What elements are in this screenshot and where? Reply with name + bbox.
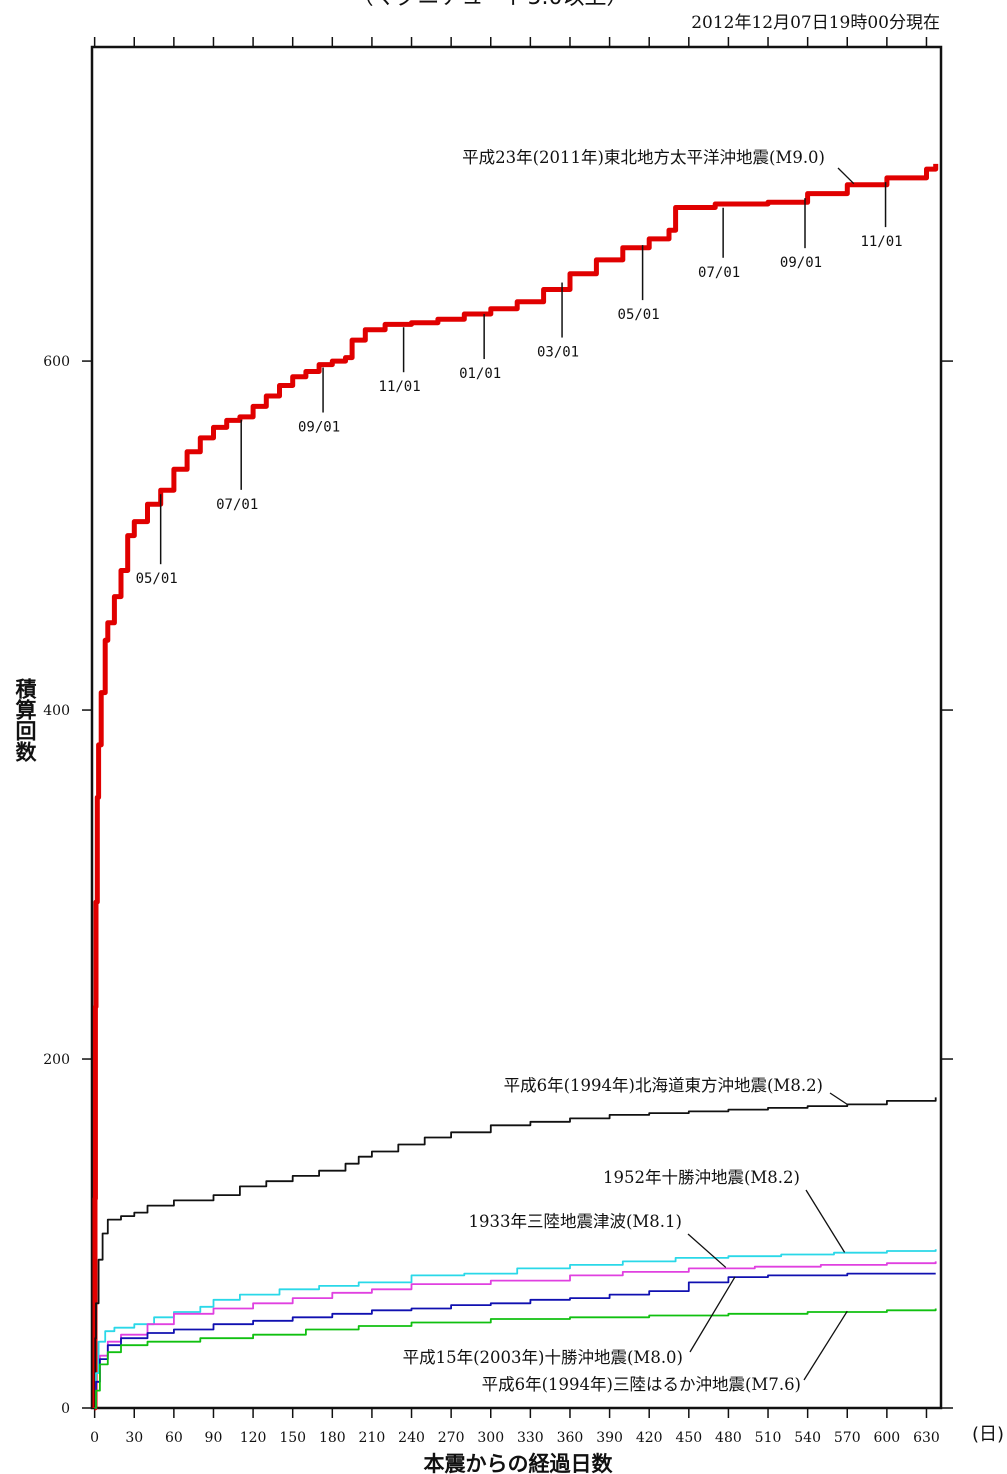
x-tick-label: 30 bbox=[125, 1430, 143, 1446]
x-tick-label: 180 bbox=[319, 1430, 346, 1446]
series-line-3 bbox=[94, 1261, 937, 1409]
x-tick-label: 630 bbox=[913, 1430, 940, 1446]
x-tick-label: 330 bbox=[517, 1430, 544, 1446]
x-tick-label: 120 bbox=[240, 1430, 267, 1446]
legend-label: 平成6年(1994年)北海道東方沖地震(M8.2) bbox=[504, 1076, 823, 1095]
x-axis-unit: (日) bbox=[972, 1424, 1004, 1445]
date-label: 03/01 bbox=[537, 345, 579, 361]
legend-leader bbox=[829, 1092, 848, 1105]
date-label: 09/01 bbox=[298, 420, 340, 436]
legend-leaders bbox=[687, 167, 855, 1381]
series-line-2 bbox=[94, 1249, 937, 1409]
y-tick-label: 400 bbox=[43, 703, 70, 719]
legend-leader bbox=[689, 1276, 736, 1353]
date-annotations: 05/01 07/01 09/01 11/01 01/01 03/01 05/01 07/01… bbox=[136, 182, 903, 587]
plot-frame bbox=[90, 45, 943, 1410]
x-tick-label: 210 bbox=[359, 1430, 386, 1446]
date-label: 11/01 bbox=[860, 234, 902, 250]
legend-label: 平成23年(2011年)東北地方太平洋沖地震(M9.0) bbox=[462, 148, 825, 167]
legend-label: 平成15年(2003年)十勝沖地震(M8.0) bbox=[403, 1348, 683, 1367]
x-tick-label: 60 bbox=[165, 1430, 183, 1446]
timestamp: 2012年12月07日19時00分現在 bbox=[691, 13, 940, 33]
x-tick-label: 480 bbox=[715, 1430, 742, 1446]
x-tick-label: 570 bbox=[834, 1430, 861, 1446]
legend-leader bbox=[687, 1233, 727, 1268]
legend-label: 1952年十勝沖地震(M8.2) bbox=[603, 1168, 800, 1187]
x-tick-label: 90 bbox=[205, 1430, 223, 1446]
x-tick-label: 510 bbox=[755, 1430, 782, 1446]
date-label: 01/01 bbox=[459, 366, 501, 382]
legend-leader bbox=[837, 167, 855, 185]
x-tick-label: 420 bbox=[636, 1430, 663, 1446]
y-tick-label: 0 bbox=[61, 1401, 70, 1417]
date-label: 07/01 bbox=[698, 265, 740, 281]
series-group bbox=[92, 163, 939, 1411]
y-axis-label: 積算回数 bbox=[13, 678, 37, 763]
y-tick-label: 200 bbox=[43, 1052, 70, 1068]
x-axis-label: 本震からの経過日数 bbox=[424, 1452, 614, 1474]
series-line-4 bbox=[94, 1272, 936, 1409]
x-tick-label: 270 bbox=[438, 1430, 465, 1446]
x-tick-label: 600 bbox=[873, 1430, 900, 1446]
legend-labels: 平成23年(2011年)東北地方太平洋沖地震(M9.0) 平成6年(1994年)北… bbox=[403, 148, 825, 1394]
x-tick-label: 540 bbox=[794, 1430, 821, 1446]
date-label: 11/01 bbox=[379, 379, 421, 395]
date-label: 07/01 bbox=[216, 497, 258, 513]
x-tick-labels: 0 30 60 90 120 150 180 210 240 270 300 330 360 390 420… bbox=[90, 1430, 940, 1446]
chart-title-partial: （マグニチュード5.0以上） bbox=[352, 0, 629, 10]
y-tick-label: 600 bbox=[43, 354, 70, 370]
x-tick-label: 450 bbox=[675, 1430, 702, 1446]
x-tick-label: 0 bbox=[90, 1430, 99, 1446]
y-tick-labels: 0 200 400 600 bbox=[43, 354, 70, 1417]
series-line-0 bbox=[92, 163, 939, 1411]
legend-label: 1933年三陸地震津波(M8.1) bbox=[468, 1212, 682, 1231]
x-tick-label: 240 bbox=[398, 1430, 425, 1446]
series-line-1 bbox=[94, 1097, 937, 1409]
x-tick-label: 150 bbox=[279, 1430, 306, 1446]
date-label: 05/01 bbox=[136, 571, 178, 587]
legend-leader bbox=[805, 1189, 846, 1253]
date-label: 09/01 bbox=[780, 255, 822, 271]
legend-label: 平成6年(1994年)三陸はるか沖地震(M7.6) bbox=[482, 1375, 801, 1394]
x-tick-label: 300 bbox=[477, 1430, 504, 1446]
x-tick-label: 390 bbox=[596, 1430, 623, 1446]
legend-leader bbox=[803, 1310, 848, 1381]
series-line-5 bbox=[94, 1308, 937, 1409]
x-tick-label: 360 bbox=[557, 1430, 584, 1446]
date-label: 05/01 bbox=[618, 307, 660, 323]
axis-ticks bbox=[82, 37, 953, 1418]
